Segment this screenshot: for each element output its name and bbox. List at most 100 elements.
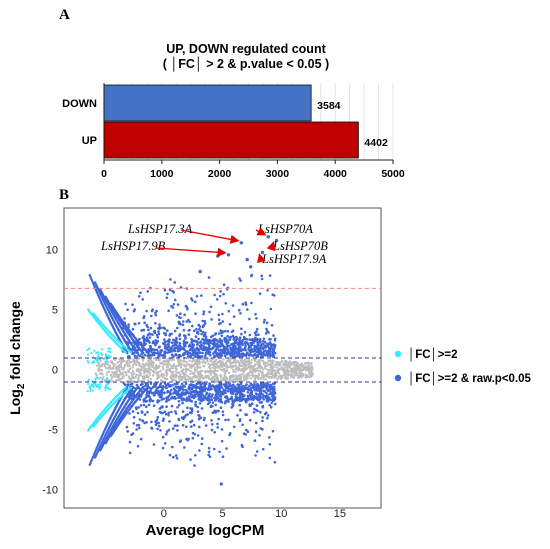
significant-point: [190, 407, 194, 410]
significant-point: [162, 417, 165, 421]
nonsignificant-point: [216, 366, 219, 369]
significant-point: [154, 339, 158, 342]
significant-point: [156, 335, 159, 339]
nonsignificant-point: [298, 371, 301, 374]
significant-point: [235, 399, 239, 402]
significant-point: [176, 429, 179, 432]
significant-point: [219, 352, 223, 355]
nonsignificant-point: [151, 374, 155, 377]
nonsignificant-point: [165, 374, 168, 377]
significant-point: [168, 420, 171, 423]
significant-point: [130, 383, 133, 386]
nonsignificant-point: [205, 376, 208, 379]
significant-point: [145, 309, 148, 313]
significant-point: [269, 307, 273, 311]
significant-point: [185, 398, 189, 402]
nonsignificant-point: [213, 374, 217, 378]
significant-point: [272, 382, 276, 385]
significant-point: [256, 346, 260, 349]
significant-point: [124, 302, 127, 306]
nonsignificant-point: [202, 360, 205, 363]
value-label-down: 3584: [317, 100, 341, 112]
significant-point: [179, 386, 183, 390]
nonsignificant-point: [111, 367, 114, 370]
nonsignificant-point: [193, 380, 197, 383]
nonsignificant-point: [296, 374, 299, 377]
significant-point: [213, 409, 217, 413]
nonsignificant-point: [117, 367, 120, 371]
significant-point: [181, 323, 185, 327]
nonsignificant-point: [155, 365, 158, 368]
significant-point: [213, 431, 216, 434]
significant-point: [173, 298, 177, 302]
significant-point: [138, 337, 141, 341]
nonsignificant-point: [295, 368, 299, 372]
nonsignificant-point: [247, 372, 250, 375]
nonsignificant-point: [223, 369, 226, 373]
significant-point: [241, 389, 244, 392]
significant-point: [167, 340, 171, 344]
significant-point: [131, 327, 135, 331]
nonsignificant-point: [126, 364, 130, 368]
significant-point: [223, 352, 227, 355]
significant-point: [191, 353, 194, 356]
significant-point: [254, 430, 258, 433]
x-tick-label: 3000: [266, 168, 290, 180]
significant-point: [259, 410, 262, 414]
gene-arrow: [155, 247, 227, 257]
significant-point: [260, 344, 263, 347]
significant-point: [218, 337, 222, 341]
significant-point: [254, 333, 258, 337]
significant-point: [196, 410, 200, 413]
significant-point: [139, 291, 142, 295]
legend-marker-0: [394, 350, 402, 358]
significant-point: [211, 342, 214, 346]
significant-point: [144, 342, 147, 346]
significant-point: [165, 396, 168, 400]
nonsignificant-point: [141, 375, 144, 378]
nonsignificant-point: [218, 360, 221, 363]
significant-point: [239, 279, 242, 282]
fc-point: [93, 382, 96, 385]
significant-point: [190, 399, 193, 403]
nonsignificant-point: [155, 358, 158, 362]
significant-point: [198, 388, 202, 391]
significant-point: [199, 391, 202, 395]
significant-point: [126, 383, 129, 386]
significant-point: [213, 293, 216, 297]
nonsignificant-point: [195, 379, 199, 382]
nonsignificant-point: [138, 380, 142, 383]
significant-point: [203, 395, 206, 398]
significant-point: [252, 411, 256, 414]
significant-point: [151, 333, 154, 336]
nonsignificant-point: [99, 372, 102, 375]
x-tick-label: 5: [219, 508, 225, 520]
significant-point: [235, 392, 238, 396]
significant-point: [214, 348, 218, 351]
nonsignificant-point: [102, 376, 105, 379]
significant-point: [179, 312, 182, 316]
significant-point: [252, 350, 255, 353]
significant-point: [253, 336, 257, 340]
significant-point: [173, 281, 177, 284]
significant-point: [179, 345, 182, 349]
nonsignificant-point: [132, 369, 135, 373]
nonsignificant-point: [108, 364, 112, 367]
significant-point: [131, 432, 135, 435]
significant-point: [226, 389, 230, 393]
significant-point: [143, 353, 147, 357]
significant-point: [268, 404, 272, 407]
significant-point: [144, 400, 147, 403]
nonsignificant-point: [219, 375, 223, 379]
nonsignificant-point: [243, 369, 246, 372]
significant-point: [146, 325, 149, 329]
nonsignificant-point: [280, 366, 283, 370]
significant-point: [253, 439, 257, 442]
significant-point: [177, 355, 181, 358]
significant-point: [248, 317, 251, 321]
nonsignificant-point: [288, 373, 291, 376]
significant-point: [269, 390, 272, 393]
significant-point: [236, 414, 239, 417]
significant-point: [209, 305, 213, 309]
significant-point: [183, 348, 186, 351]
